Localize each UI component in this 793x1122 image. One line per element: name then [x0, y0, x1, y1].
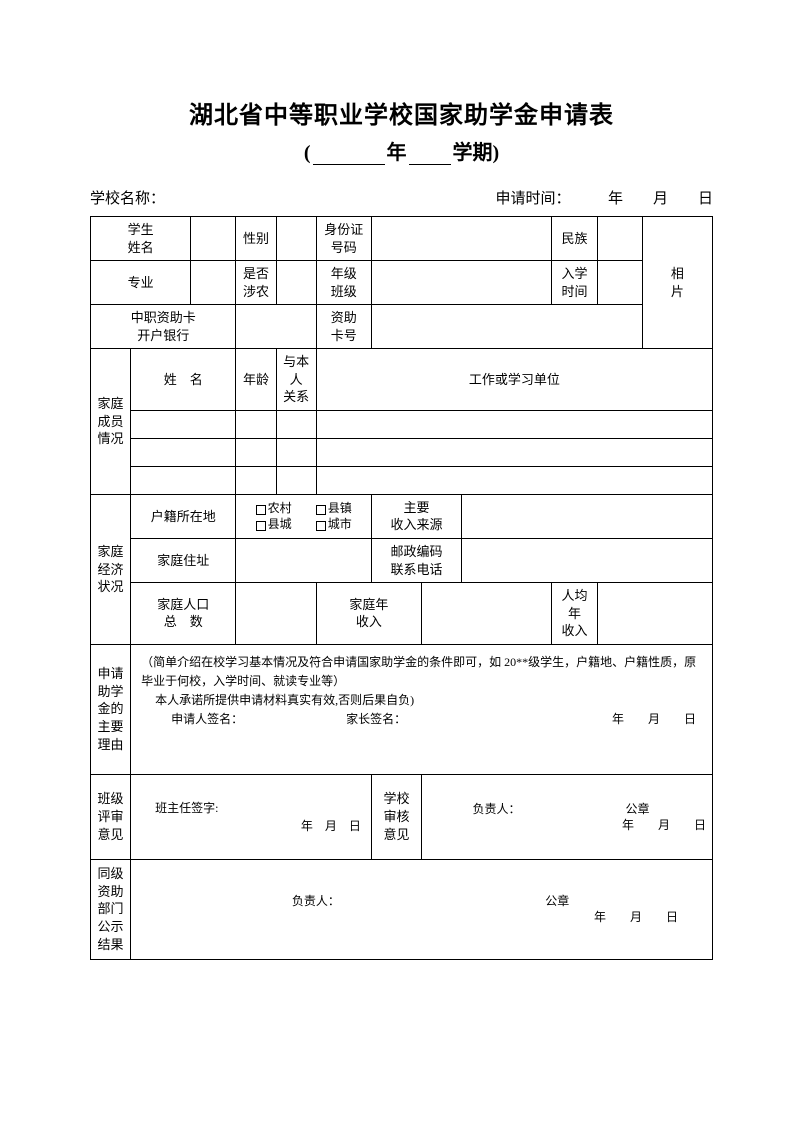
- avg-income-field[interactable]: [597, 583, 712, 645]
- agri-label: 是否 涉农: [236, 261, 276, 305]
- post-phone-field[interactable]: [462, 539, 713, 583]
- fam-income-label: 家庭年 收入: [316, 583, 421, 645]
- nation-field[interactable]: [597, 217, 642, 261]
- reason-body[interactable]: （简单介绍在校学习基本情况及符合申请国家助学金的条件即可，如 20**级学生，户…: [131, 644, 713, 774]
- fam-row2-rel[interactable]: [276, 438, 316, 466]
- gender-label: 性别: [236, 217, 276, 261]
- major-field[interactable]: [191, 261, 236, 305]
- opt-rural: 农村: [268, 501, 292, 515]
- family-section-label: 家庭 成员 情况: [91, 349, 131, 495]
- blank-semester[interactable]: [409, 164, 451, 165]
- fam-row3-name[interactable]: [131, 466, 236, 494]
- reason-desc: （简单介绍在校学习基本情况及符合申请国家助学金的条件即可，如 20**级学生，户…: [141, 653, 702, 691]
- fam-income-field[interactable]: [422, 583, 552, 645]
- opt-city: 城市: [328, 517, 352, 531]
- fam-row3-age[interactable]: [236, 466, 276, 494]
- fam-row1-name[interactable]: [131, 410, 236, 438]
- pop-field[interactable]: [236, 583, 316, 645]
- bank-field[interactable]: [236, 305, 316, 349]
- gender-field[interactable]: [276, 217, 316, 261]
- agri-field[interactable]: [276, 261, 316, 305]
- grade-label: 年级 班级: [316, 261, 371, 305]
- apply-time: 申请时间： 年 月 日: [495, 187, 713, 208]
- fam-row2-name[interactable]: [131, 438, 236, 466]
- checkbox-icon[interactable]: [256, 505, 266, 515]
- nation-label: 民族: [552, 217, 597, 261]
- reason-date: 年 月 日: [521, 710, 702, 729]
- bank-label: 中职资助卡 开户银行: [91, 305, 236, 349]
- addr-label: 家庭住址: [131, 539, 236, 583]
- school-review-body[interactable]: 负责人： 公章 年 月 日: [422, 774, 713, 859]
- addr-field[interactable]: [236, 539, 371, 583]
- income-src-label: 主要 收入来源: [371, 494, 461, 538]
- application-form: 学生 姓名 性别 身份证 号码 民族 相 片 专业 是否 涉农 年级 班级 入学…: [90, 216, 713, 960]
- teacher-sign-label: 班主任签字:: [135, 800, 218, 816]
- grade-field[interactable]: [371, 261, 552, 305]
- school-review-label: 学校 审核 意见: [371, 774, 421, 859]
- fam-row3-rel[interactable]: [276, 466, 316, 494]
- cardno-field[interactable]: [371, 305, 642, 349]
- applicant-sign-label: 申请人签名：: [141, 710, 346, 729]
- paren-close: ): [493, 142, 500, 164]
- major-label: 专业: [91, 261, 191, 305]
- page: 湖北省中等职业学校国家助学金申请表 ( 年 学期) 学校名称： 申请时间： 年 月 …: [0, 0, 793, 1122]
- income-src-field[interactable]: [462, 494, 713, 538]
- promise-line: 本人承诺所提供申请材料真实有效,否则后果自负): [141, 691, 702, 710]
- fam-row1-rel[interactable]: [276, 410, 316, 438]
- class-review-label: 班级 评审 意见: [91, 774, 131, 859]
- checkbox-icon[interactable]: [316, 505, 326, 515]
- blank-year[interactable]: [313, 164, 385, 165]
- fam-row3-work[interactable]: [316, 466, 712, 494]
- fam-row1-age[interactable]: [236, 410, 276, 438]
- form-title: 湖北省中等职业学校国家助学金申请表: [90, 95, 713, 130]
- promise-text: 本人承诺所提供申请材料真实有效,否则后果自负): [155, 693, 414, 707]
- dept-seal: 公章: [437, 893, 678, 909]
- semester-label: 学期: [453, 142, 493, 164]
- class-review-body[interactable]: 班主任签字: 年 月 日: [131, 774, 372, 859]
- student-name-field[interactable]: [191, 217, 236, 261]
- cardno-label: 资助 卡号: [316, 305, 371, 349]
- parent-sign-label: 家长签名：: [346, 710, 521, 729]
- form-subtitle: ( 年 学期): [90, 136, 713, 165]
- dept-review-body[interactable]: 负责人： 公章 年 月 日: [131, 859, 713, 959]
- photo-placeholder[interactable]: 相 片: [642, 217, 712, 349]
- fam-row2-age[interactable]: [236, 438, 276, 466]
- header-row: 学校名称： 申请时间： 年 月 日: [90, 187, 713, 208]
- school-name-label: 学校名称：: [90, 187, 495, 208]
- paren-open: (: [304, 142, 311, 164]
- school-seal: 公章: [567, 801, 708, 817]
- year-label: 年: [387, 142, 407, 164]
- fam-row2-work[interactable]: [316, 438, 712, 466]
- fam-col-age: 年龄: [236, 349, 276, 411]
- apply-time-label: 申请时间：: [495, 191, 563, 207]
- hukou-options[interactable]: 农村 县镇 县城 城市: [236, 494, 371, 538]
- checkbox-icon[interactable]: [316, 521, 326, 531]
- dept-head-sign: 负责人：: [135, 893, 436, 925]
- enroll-label: 入学 时间: [552, 261, 597, 305]
- hukou-loc-label: 户籍所在地: [131, 494, 236, 538]
- reason-section-label: 申请 助学 金的 主要 理由: [91, 644, 131, 774]
- opt-countytown: 县镇: [328, 501, 352, 515]
- fam-row1-work[interactable]: [316, 410, 712, 438]
- fam-col-rel: 与本人 关系: [276, 349, 316, 411]
- opt-countycity: 县城: [268, 517, 292, 531]
- fam-col-work: 工作或学习单位: [316, 349, 712, 411]
- dept-review-label: 同级 资助 部门 公示 结果: [91, 859, 131, 959]
- enroll-field[interactable]: [597, 261, 642, 305]
- dept-date: 年 月 日: [437, 909, 678, 925]
- class-review-date: 年 月 日: [135, 818, 367, 834]
- school-review-date: 年 月 日: [567, 817, 708, 833]
- idno-field[interactable]: [371, 217, 552, 261]
- fam-col-name: 姓 名: [131, 349, 236, 411]
- post-phone-label: 邮政编码 联系电话: [371, 539, 461, 583]
- idno-label: 身份证 号码: [316, 217, 371, 261]
- student-name-label: 学生 姓名: [91, 217, 191, 261]
- avg-income-label: 人均年 收入: [552, 583, 597, 645]
- school-head-sign: 负责人：: [426, 801, 567, 833]
- pop-label: 家庭人口 总 数: [131, 583, 236, 645]
- checkbox-icon[interactable]: [256, 521, 266, 531]
- apply-date-tail: 年 月 日: [608, 191, 713, 207]
- reason-footer: 本人承诺所提供申请材料真实有效,否则后果自负) 申请人签名： 家长签名： 年 月…: [141, 691, 702, 729]
- econ-section-label: 家庭 经济 状况: [91, 494, 131, 644]
